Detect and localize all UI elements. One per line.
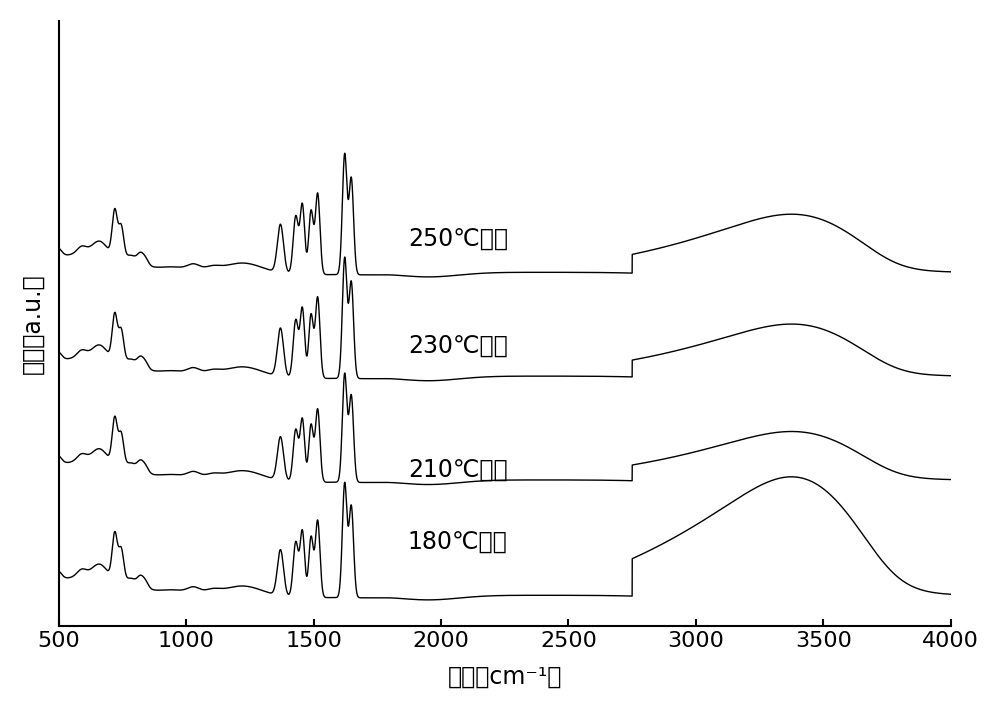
- Text: 180℃活化: 180℃活化: [408, 530, 508, 554]
- X-axis label: 波数（cm⁻¹）: 波数（cm⁻¹）: [448, 665, 562, 689]
- Y-axis label: 强度（a.u.）: 强度（a.u.）: [21, 273, 45, 374]
- Text: 210℃活化: 210℃活化: [408, 457, 508, 481]
- Text: 230℃活化: 230℃活化: [408, 334, 508, 358]
- Text: 250℃活化: 250℃活化: [408, 226, 508, 251]
